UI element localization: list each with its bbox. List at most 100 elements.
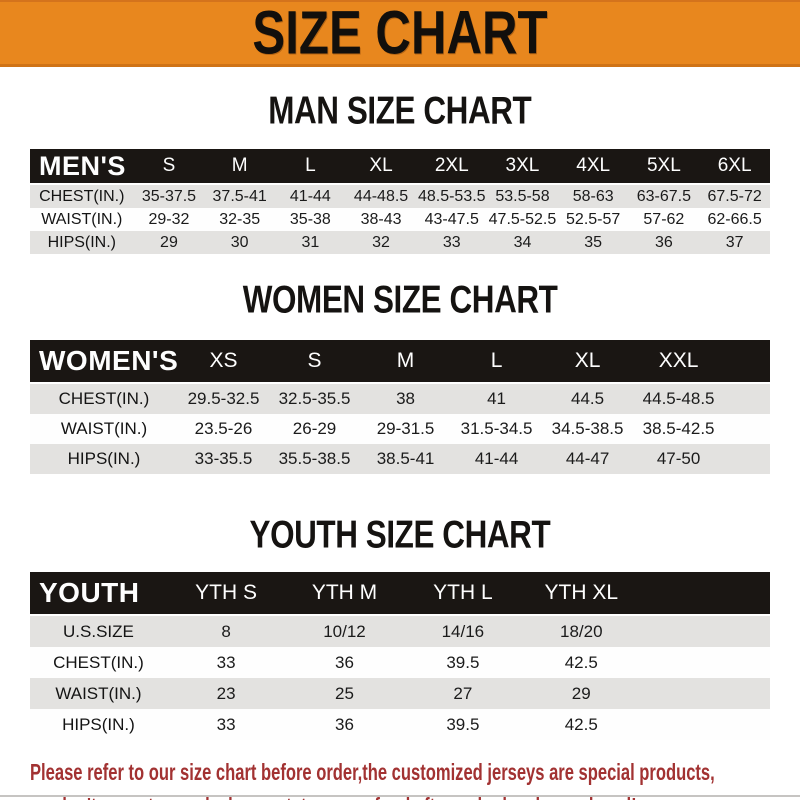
row-label: HIPS(IN.)	[30, 231, 134, 254]
size-value: 29	[133, 231, 205, 254]
size-value: 36	[628, 231, 700, 254]
size-column-header: XL	[345, 149, 417, 185]
row-filler	[724, 414, 770, 444]
row-label: CHEST(IN.)	[30, 185, 134, 208]
size-value: 41	[451, 384, 543, 414]
women-section-title-text: WOMEN SIZE CHART	[242, 277, 558, 321]
size-value: 27	[403, 678, 523, 709]
row-label: WAIST(IN.)	[30, 678, 167, 709]
size-column-header: YTH M	[285, 572, 404, 616]
row-label: U.S.SIZE	[30, 616, 167, 647]
size-value: 33	[166, 709, 286, 740]
size-value: 35-38	[275, 208, 346, 231]
row-filler	[640, 678, 770, 709]
table-row: WAIST(IN.) 23.5-26 26-29 29-31.5 31.5-34.5 34…	[30, 414, 770, 444]
size-value: 29	[522, 678, 641, 709]
row-filler	[724, 384, 770, 414]
table-row: HIPS(IN.) 33 36 39.5 42.5	[30, 709, 770, 740]
youth-size-table-wrap: YOUTH YTH S YTH M YTH L YTH XL U.S.SIZE 8 10/1…	[30, 572, 770, 740]
youth-section-title: YOUTH SIZE CHART	[0, 513, 800, 556]
banner-title: SIZE CHART	[252, 0, 548, 67]
disclaimer: Please refer to our size chart before or…	[30, 755, 800, 800]
size-value: 35.5-38.5	[269, 444, 361, 474]
size-value: 30	[204, 231, 275, 254]
size-value: 41-44	[275, 185, 346, 208]
size-value: 48.5-53.5	[416, 185, 488, 208]
header-filler	[724, 340, 770, 384]
size-value: 41-44	[451, 444, 543, 474]
table-group-label: MEN'S	[30, 149, 134, 185]
size-column-header: L	[451, 340, 543, 384]
disclaimer-line-1: Please refer to our size chart before or…	[30, 759, 715, 785]
size-column-header: S	[133, 149, 205, 185]
size-value: 18/20	[522, 616, 641, 647]
size-value: 33	[166, 647, 286, 678]
size-value: 63-67.5	[628, 185, 700, 208]
women-size-table: WOMEN'S XS S M L XL XXL CHEST(IN.) 29.5-32.5 32.…	[30, 340, 770, 474]
size-value: 33-35.5	[178, 444, 270, 474]
bottom-divider	[0, 795, 800, 797]
size-value: 37.5-41	[204, 185, 275, 208]
size-column-header: 6XL	[699, 149, 770, 185]
size-value: 32	[345, 231, 417, 254]
size-value: 43-47.5	[416, 208, 488, 231]
table-row: CHEST(IN.) 35-37.5 37.5-41 41-44 44-48.5 48.5…	[30, 185, 770, 208]
size-value: 29.5-32.5	[178, 384, 270, 414]
size-column-header: YTH S	[166, 572, 286, 616]
size-column-header: L	[275, 149, 346, 185]
women-size-table-wrap: WOMEN'S XS S M L XL XXL CHEST(IN.) 29.5-32.5 32.…	[30, 340, 770, 474]
size-value: 62-66.5	[699, 208, 770, 231]
size-value: 32.5-35.5	[269, 384, 361, 414]
size-value: 29-31.5	[360, 414, 452, 444]
size-value: 23.5-26	[178, 414, 270, 444]
size-value: 23	[166, 678, 286, 709]
man-size-table-wrap: MEN'S S M L XL 2XL 3XL 4XL 5XL 6XL CHEST(IN.) 35-3…	[30, 149, 770, 254]
size-value: 14/16	[403, 616, 523, 647]
row-label: HIPS(IN.)	[30, 444, 178, 474]
size-chart-banner: SIZE CHART	[0, 0, 800, 67]
size-column-header: YTH XL	[522, 572, 641, 616]
table-row: HIPS(IN.) 33-35.5 35.5-38.5 38.5-41 41-44 44-…	[30, 444, 770, 474]
row-label: CHEST(IN.)	[30, 647, 167, 678]
size-column-header: S	[269, 340, 361, 384]
size-value: 38.5-41	[360, 444, 452, 474]
size-column-header: XS	[178, 340, 270, 384]
size-value: 33	[416, 231, 488, 254]
size-value: 26-29	[269, 414, 361, 444]
table-row: CHEST(IN.) 29.5-32.5 32.5-35.5 38 41 44.5 44.5…	[30, 384, 770, 414]
size-value: 29-32	[133, 208, 205, 231]
size-value: 8	[166, 616, 286, 647]
size-value: 32-35	[204, 208, 275, 231]
size-value: 53.5-58	[487, 185, 558, 208]
row-label: HIPS(IN.)	[30, 709, 167, 740]
size-value: 44.5-48.5	[633, 384, 725, 414]
row-label: CHEST(IN.)	[30, 384, 178, 414]
header-filler	[640, 572, 770, 616]
row-label: WAIST(IN.)	[30, 414, 178, 444]
size-value: 36	[285, 709, 404, 740]
size-value: 52.5-57	[557, 208, 629, 231]
size-value: 47-50	[633, 444, 725, 474]
row-filler	[640, 647, 770, 678]
row-filler	[640, 709, 770, 740]
size-value: 35-37.5	[133, 185, 205, 208]
size-value: 34	[487, 231, 558, 254]
man-section-title-text: MAN SIZE CHART	[268, 88, 532, 132]
youth-size-table: YOUTH YTH S YTH M YTH L YTH XL U.S.SIZE 8 10/1…	[30, 572, 770, 740]
size-value: 36	[285, 647, 404, 678]
women-section-title: WOMEN SIZE CHART	[0, 277, 800, 321]
size-value: 35	[557, 231, 629, 254]
size-column-header: 2XL	[416, 149, 488, 185]
table-row: CHEST(IN.) 33 36 39.5 42.5	[30, 647, 770, 678]
size-column-header: YTH L	[403, 572, 523, 616]
table-row: WAIST(IN.) 23 25 27 29	[30, 678, 770, 709]
table-header-row: WOMEN'S XS S M L XL XXL	[30, 340, 770, 384]
size-value: 37	[699, 231, 770, 254]
size-value: 38-43	[345, 208, 417, 231]
size-value: 42.5	[522, 647, 641, 678]
man-size-table: MEN'S S M L XL 2XL 3XL 4XL 5XL 6XL CHEST(IN.) 35-3…	[30, 149, 770, 254]
table-group-label: WOMEN'S	[30, 340, 178, 384]
table-header-row: YOUTH YTH S YTH M YTH L YTH XL	[30, 572, 770, 616]
size-value: 39.5	[403, 647, 523, 678]
size-column-header: M	[204, 149, 275, 185]
